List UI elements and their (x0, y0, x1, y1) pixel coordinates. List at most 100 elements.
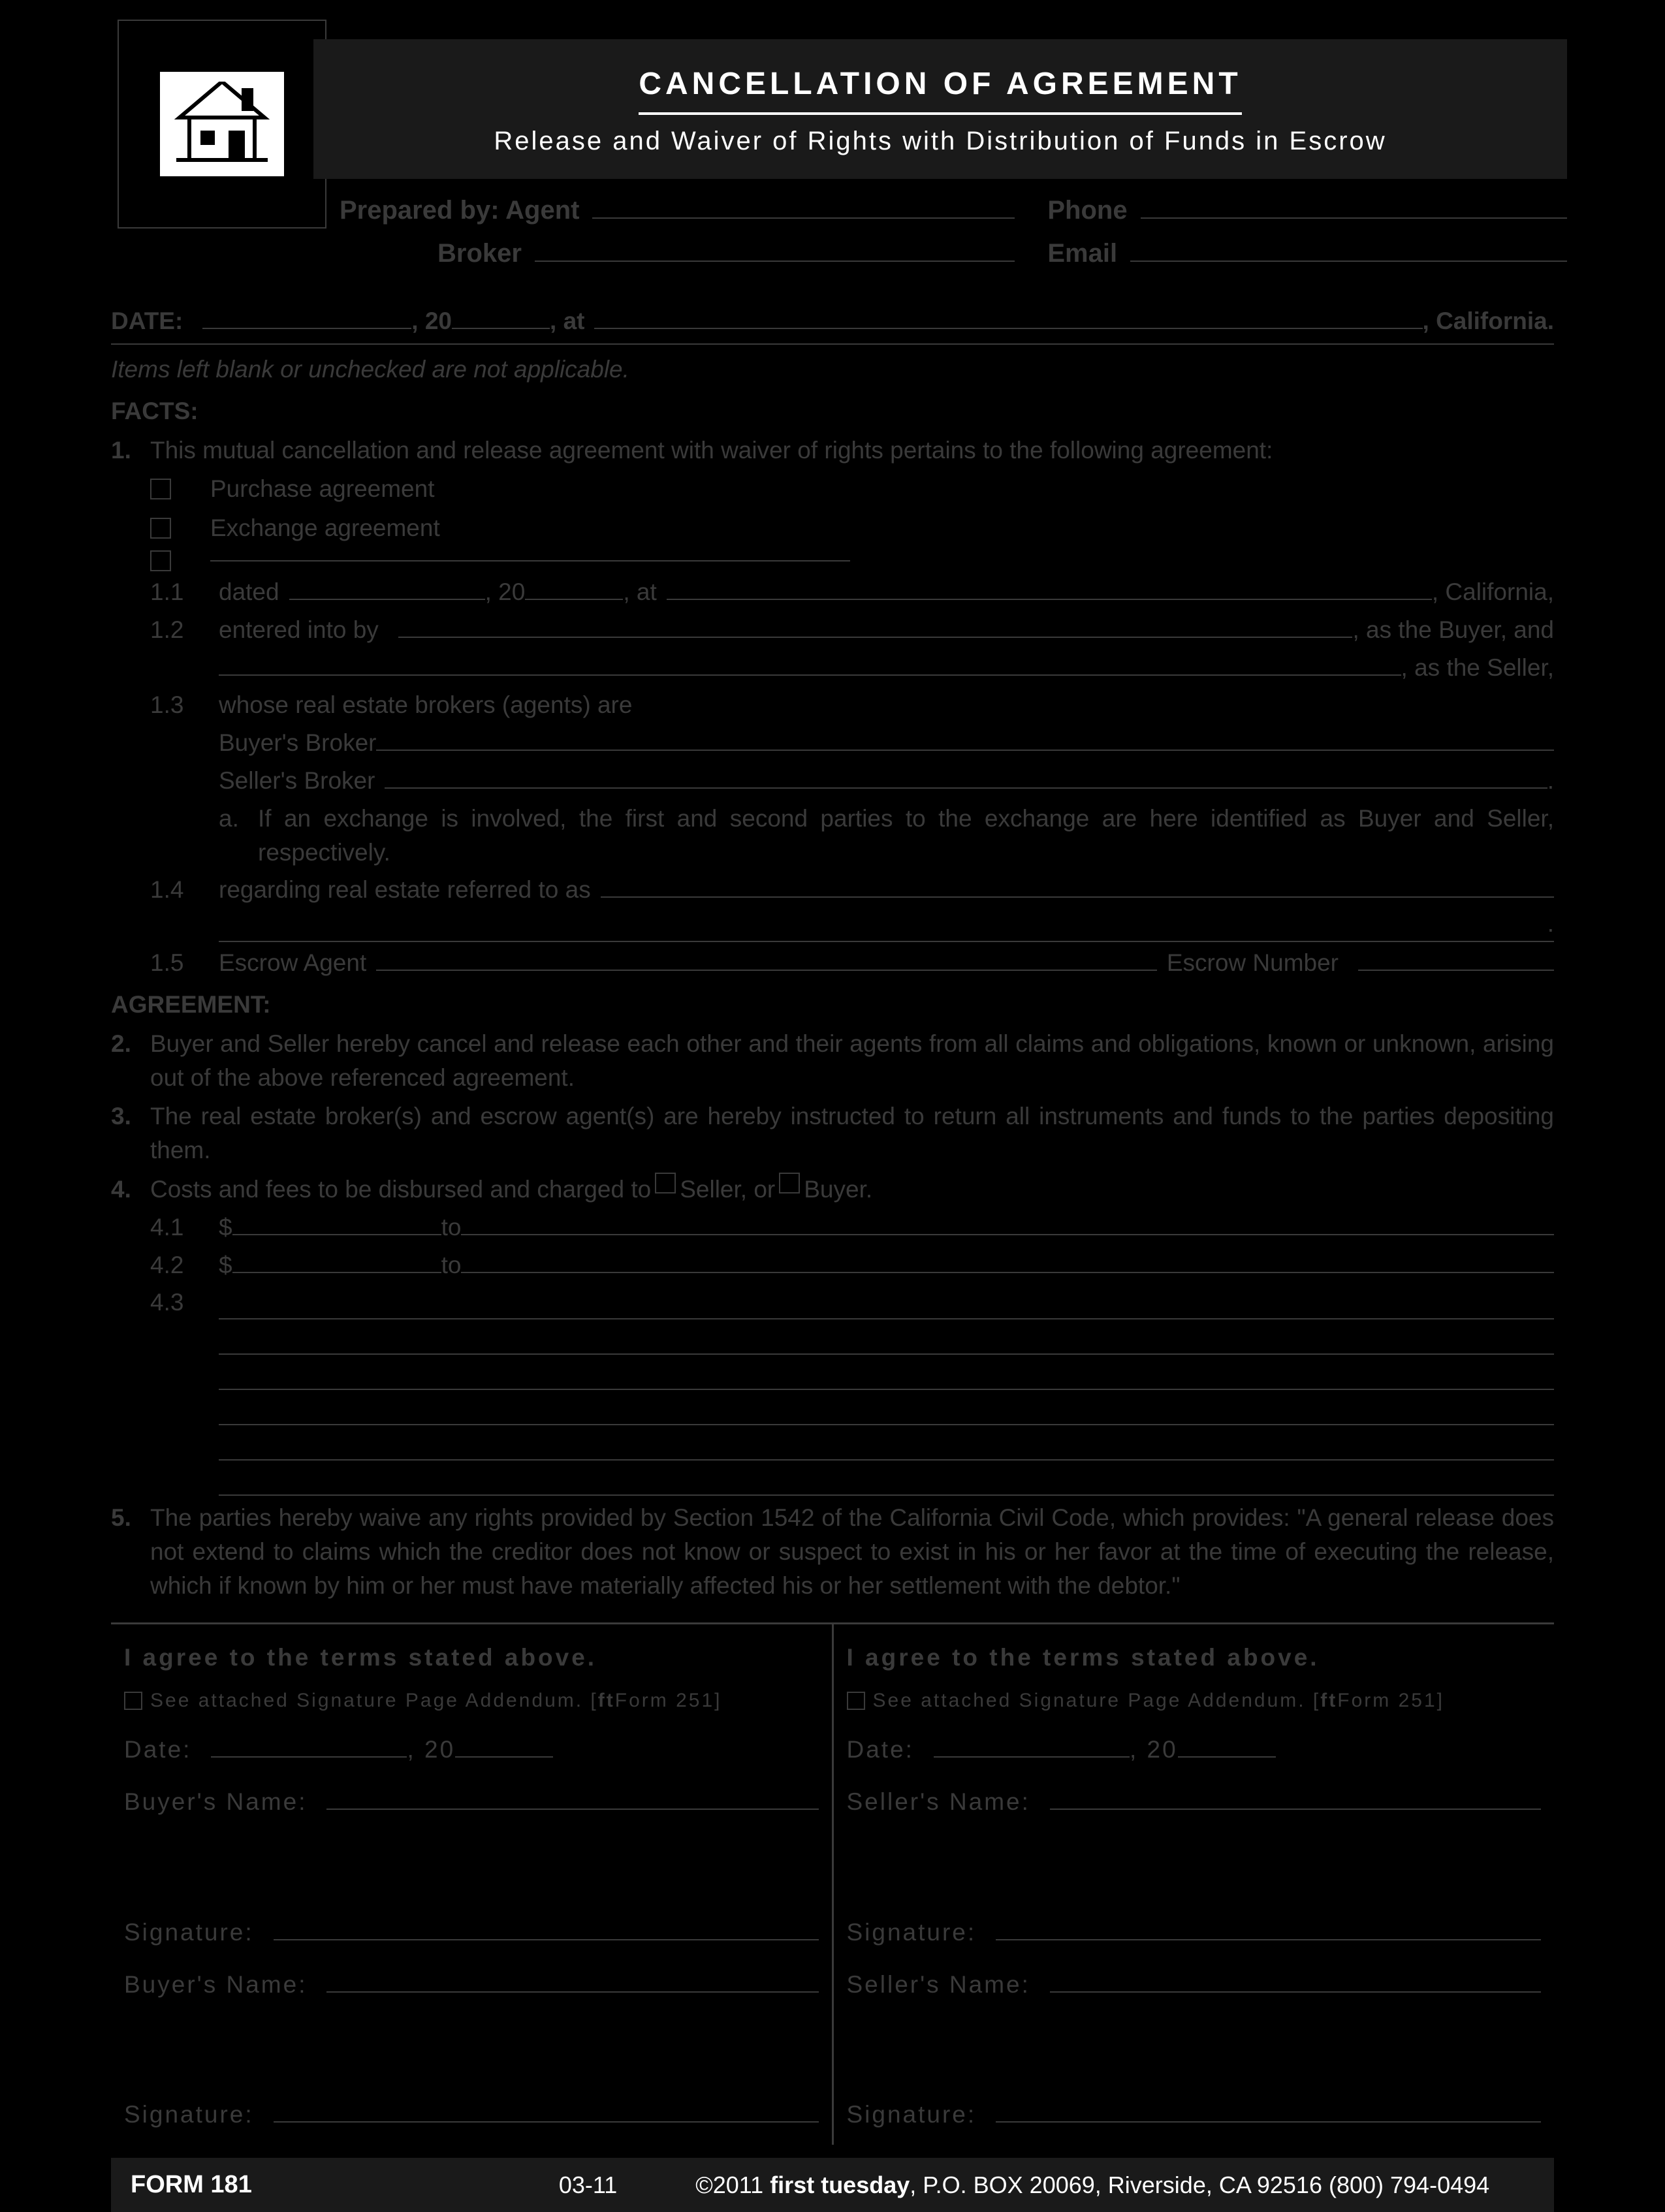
agent-input[interactable] (592, 217, 1015, 219)
seller-name-1-label: Seller's Name: (847, 1785, 1030, 1819)
cb-exchange[interactable] (150, 518, 171, 539)
num-2: 2. (111, 1027, 150, 1095)
seller-year-input[interactable] (1178, 1756, 1276, 1758)
payee-2-input[interactable] (461, 1272, 1554, 1273)
sellers-broker-input[interactable] (385, 787, 1547, 789)
buyers-broker-input[interactable] (376, 750, 1554, 751)
dated-twenty: , 20 (485, 575, 526, 609)
line-4-3-input[interactable] (219, 1286, 1554, 1319)
footer-copy-bold: first tuesday (770, 2172, 910, 2198)
line-4-3e-input[interactable] (219, 1432, 1554, 1461)
dated-input[interactable] (289, 599, 485, 600)
line-4-3f-input[interactable] (219, 1467, 1554, 1496)
line-4-3c-input[interactable] (219, 1361, 1554, 1390)
header-bar: CANCELLATION OF AGREEMENT Release and Wa… (313, 39, 1567, 179)
brokers-label: whose real estate brokers (agents) are (219, 688, 632, 722)
property-input-2[interactable]: . (219, 913, 1554, 942)
item-5-text: The parties hereby waive any rights prov… (150, 1501, 1554, 1602)
buyer-addendum-ft: ft (598, 1687, 615, 1714)
date-input[interactable] (202, 328, 411, 329)
header-title: CANCELLATION OF AGREEMENT (639, 62, 1241, 115)
date-line: DATE: , 20 , at , California. (111, 304, 1554, 345)
payee-1-input[interactable] (461, 1234, 1554, 1235)
sellers-broker-dot: . (1547, 764, 1554, 798)
phone-input[interactable] (1141, 217, 1567, 219)
num-1-4: 1.4 (150, 873, 219, 907)
blank-note: Items left blank or unchecked are not ap… (111, 353, 1554, 387)
buyer-input[interactable] (398, 637, 1353, 638)
num-4-3: 4.3 (150, 1286, 219, 1319)
seller-input[interactable] (219, 674, 1401, 676)
buyers-broker-label: Buyer's Broker (219, 726, 376, 760)
buyer-name-2-row: Buyer's Name: (124, 1968, 819, 2002)
footer-copy-post: , P.O. BOX 20069, Riverside, CA 92516 (8… (910, 2172, 1489, 2198)
buyer-sig-1-input[interactable] (274, 1939, 819, 1940)
item-3-text: The real estate broker(s) and escrow age… (150, 1099, 1554, 1167)
buyer-addendum-cb[interactable] (124, 1692, 142, 1710)
buyer-sig-col: I agree to the terms stated above. See a… (111, 1624, 834, 2145)
cb-purchase-row: Purchase agreement (150, 472, 1554, 506)
property-input[interactable] (601, 896, 1554, 898)
page: CANCELLATION OF AGREEMENT Release and Wa… (0, 0, 1665, 2155)
seller-name-1-input[interactable] (1050, 1809, 1541, 1810)
buyer-sig-2-row: Signature: (124, 2098, 819, 2132)
seller-date-input[interactable] (934, 1756, 1130, 1758)
body-content: DATE: , 20 , at , California. Items left… (98, 304, 1567, 2212)
escrow-agent-input[interactable] (376, 970, 1157, 971)
seller-addendum-cb[interactable] (847, 1692, 865, 1710)
buyer-sig-2-input[interactable] (274, 2121, 819, 2123)
email-input[interactable] (1130, 261, 1567, 262)
item-1-3-a-text: If an exchange is involved, the first an… (258, 802, 1554, 870)
entered-label: entered into by (219, 613, 379, 647)
line-4-3d-input[interactable] (219, 1397, 1554, 1425)
cb-other[interactable] (150, 550, 171, 571)
item-5: 5. The parties hereby waive any rights p… (111, 1501, 1554, 1602)
cb-other-input[interactable] (210, 560, 850, 561)
num-1-2: 1.2 (150, 613, 219, 647)
item-1-1: 1.1 dated , 20 , at , California, (150, 575, 1554, 609)
phone-label: Phone (1047, 192, 1127, 229)
buyer-name-1-label: Buyer's Name: (124, 1785, 307, 1819)
buyer-name-1-input[interactable] (326, 1809, 818, 1810)
seller-date-label: Date: (847, 1733, 914, 1767)
broker-input[interactable] (535, 261, 1015, 262)
header-subtitle: Release and Waiver of Rights with Distri… (353, 123, 1528, 159)
buyer-sig-1-label: Signature: (124, 1916, 254, 1950)
agent-label: Prepared by: Agent (340, 192, 579, 229)
escrow-number-label: Escrow Number (1167, 946, 1339, 980)
cb-buyer[interactable] (779, 1173, 800, 1193)
amount-1-input[interactable] (232, 1234, 441, 1235)
location-input[interactable] (594, 328, 1422, 329)
dated-year-input[interactable] (525, 599, 623, 600)
dated-loc-input[interactable] (667, 599, 1432, 600)
seller-sig-1-input[interactable] (996, 1939, 1541, 1940)
buyer-year-input[interactable] (455, 1756, 553, 1758)
date-state: , California. (1423, 304, 1554, 338)
amount-2-input[interactable] (232, 1272, 441, 1273)
cb-exchange-label: Exchange agreement (210, 511, 440, 545)
cb-purchase[interactable] (150, 479, 171, 499)
dated-label: dated (219, 575, 279, 609)
buyer-addendum-pre: See attached Signature Page Addendum. [ (150, 1687, 598, 1714)
year-input[interactable] (452, 328, 550, 329)
buyer-sig-2-label: Signature: (124, 2098, 254, 2132)
seller-sig-2-input[interactable] (996, 2121, 1541, 2123)
seller-name-2-input[interactable] (1050, 1991, 1541, 1993)
seller-sig-2-row: Signature: (847, 2098, 1542, 2132)
buyer-name-2-input[interactable] (326, 1991, 818, 1993)
property-dot: . (1547, 907, 1554, 941)
dated-state: , California, (1432, 575, 1554, 609)
line-4-3b-input[interactable] (219, 1326, 1554, 1355)
item-2-text: Buyer and Seller hereby cancel and relea… (150, 1027, 1554, 1095)
seller-name-2-row: Seller's Name: (847, 1968, 1542, 2002)
sellers-broker-row: Seller's Broker . (219, 764, 1554, 798)
buyer-date-input[interactable] (211, 1756, 407, 1758)
buyer-date-twenty: , 20 (407, 1733, 455, 1767)
escrow-number-input[interactable] (1358, 970, 1554, 971)
buyers-broker-row: Buyer's Broker (219, 726, 1554, 760)
item-1-text: This mutual cancellation and release agr… (150, 434, 1273, 467)
cb-seller[interactable] (655, 1173, 676, 1193)
sellers-broker-label: Seller's Broker (219, 764, 375, 798)
buyer-date-label: Date: (124, 1733, 191, 1767)
seller-name-1-row: Seller's Name: (847, 1785, 1542, 1819)
